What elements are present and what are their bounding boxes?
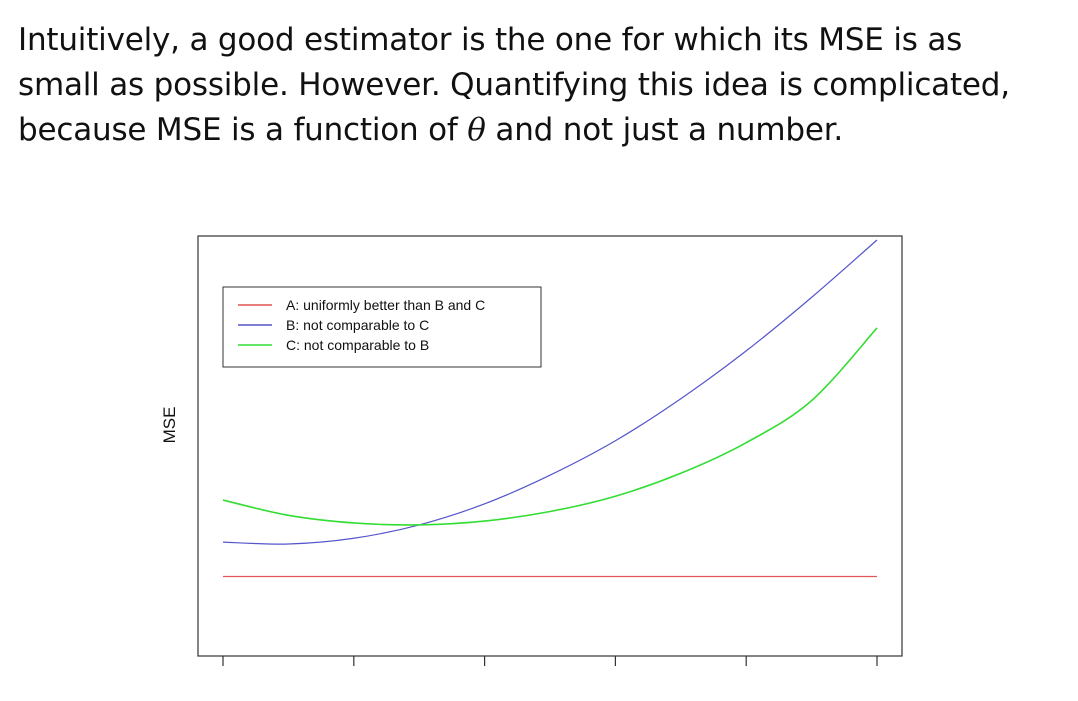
intro-paragraph: Intuitively, a good estimator is the one… [18, 18, 1068, 153]
intro-line-3-before: because MSE is a function of [18, 112, 468, 148]
series-b-line [222, 239, 878, 545]
legend-items: A: uniformly better than B and C B: not c… [238, 297, 485, 353]
intro-line-1: Intuitively, a good estimator is the one… [18, 22, 963, 58]
theta-symbol: θ [467, 112, 486, 148]
series-layer [222, 239, 878, 578]
plot-frame [197, 235, 903, 657]
intro-line-3: because MSE is a function of θ and not j… [18, 108, 1068, 153]
x-axis-ticks [222, 656, 878, 666]
legend-box [222, 286, 542, 368]
series-c-line [222, 327, 878, 526]
y-axis-label: MSE [160, 407, 179, 444]
intro-line-2: small as possible. However. Quantifying … [18, 67, 1010, 103]
intro-line-3-after: and not just a number. [485, 112, 844, 148]
legend-label-c: C: not comparable to B [286, 337, 429, 353]
legend-label-b: B: not comparable to C [286, 317, 429, 333]
legend: A: uniformly better than B and C B: not c… [222, 286, 542, 368]
legend-label-a: A: uniformly better than B and C [286, 297, 485, 313]
